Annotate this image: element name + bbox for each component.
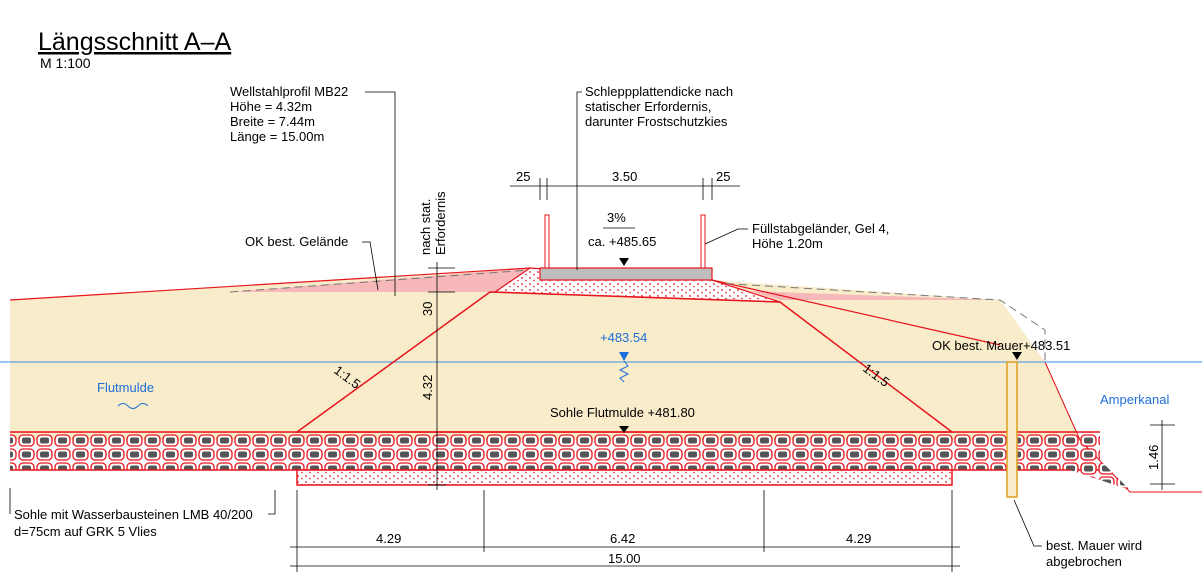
callout: Füllstabgeländer, Gel 4,: [752, 221, 889, 236]
wall: [1007, 362, 1017, 497]
gravel-layer: [297, 470, 952, 485]
page: { "header": {"title": "Längsschnitt A–A"…: [0, 0, 1202, 576]
dimension: 6.42: [610, 531, 635, 546]
dimension: 4.29: [846, 531, 871, 546]
callout: Breite = 7.44m: [230, 114, 315, 129]
dimension: 30: [420, 302, 435, 316]
dimension: 4.32: [420, 375, 435, 400]
callout: abgebrochen: [1046, 554, 1122, 569]
scale: M 1:100: [40, 55, 91, 71]
label: Flutmulde: [97, 380, 154, 395]
rock-layer: [10, 432, 1100, 470]
callout: Erfordernis: [433, 191, 448, 255]
callout: Länge = 15.00m: [230, 129, 324, 144]
level: Sohle Flutmulde +481.80: [550, 405, 695, 420]
dimension: 15.00: [608, 551, 641, 566]
callout: d=75cm auf GRK 5 Vlies: [14, 524, 157, 539]
dimension: 25: [516, 169, 530, 184]
level: +483.54: [600, 330, 647, 345]
callout: nach stat.: [418, 199, 433, 255]
callout: statischer Erfordernis,: [585, 99, 711, 114]
drawing: Längsschnitt A–A M 1:100 25: [0, 0, 1202, 576]
callout: OK best. Gelände: [245, 234, 348, 249]
dimension: 4.29: [376, 531, 401, 546]
railing-post: [545, 215, 549, 268]
callout: best. Mauer wird: [1046, 538, 1142, 553]
callout: darunter Frostschutzkies: [585, 114, 728, 129]
level-marker: [619, 258, 629, 266]
title: Längsschnitt A–A: [38, 28, 232, 56]
railing-post: [701, 215, 705, 268]
gradient: 3%: [607, 210, 626, 225]
label: Amperkanal: [1100, 392, 1169, 407]
slab: [540, 268, 712, 280]
level: ca. +485.65: [588, 234, 656, 249]
callout: Wellstahlprofil MB22: [230, 84, 348, 99]
dimension: 1.46: [1146, 445, 1161, 470]
dimension: 3.50: [612, 169, 637, 184]
callout: Höhe 1.20m: [752, 236, 823, 251]
callout: Höhe = 4.32m: [230, 99, 312, 114]
callout: Schleppplattendicke nach: [585, 84, 733, 99]
level: OK best. Mauer+483.51: [932, 338, 1070, 353]
callout: Sohle mit Wasserbausteinen LMB 40/200: [14, 507, 253, 522]
dimension: 25: [716, 169, 730, 184]
